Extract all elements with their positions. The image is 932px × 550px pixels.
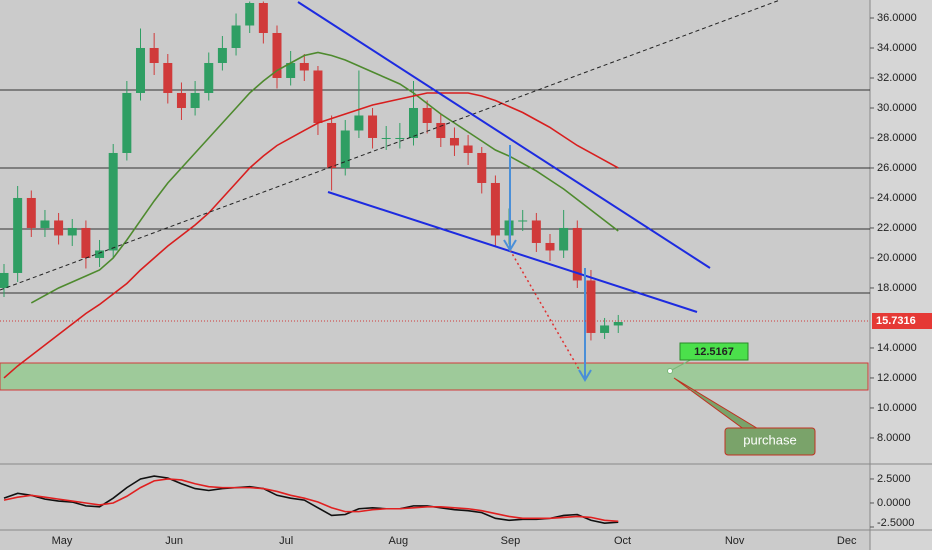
candle-body [586, 280, 596, 333]
note-box [724, 427, 816, 456]
candle-body [490, 182, 500, 236]
axis-background [870, 0, 932, 550]
candle-body [531, 220, 541, 243]
candle-body [190, 92, 200, 108]
candle-body [313, 70, 323, 123]
candle-body [95, 250, 105, 258]
candle-body [477, 152, 487, 183]
candle-body [327, 122, 337, 168]
candle-body [258, 2, 268, 33]
x-tick-label: Jun [165, 535, 183, 547]
note: purchase [743, 432, 796, 447]
candle-body [176, 92, 186, 108]
last-price-box [872, 313, 932, 329]
y-tick-label: 18.0000 [877, 282, 917, 294]
arrow-head [503, 239, 517, 252]
arrow-head [578, 369, 592, 382]
y-tick-label: 0.0000 [877, 497, 911, 509]
candle-body [163, 62, 173, 93]
candle-body [572, 227, 582, 281]
x-tick-label: Aug [389, 535, 409, 547]
y-tick-label: 32.0000 [877, 72, 917, 84]
y-tick-label: 2.5000 [877, 473, 911, 485]
candle-body [272, 32, 282, 78]
y-tick-label: 14.0000 [877, 342, 917, 354]
candle-body [409, 107, 418, 138]
candle-body [368, 115, 378, 138]
candle-body [54, 220, 64, 236]
candle-body [559, 227, 569, 251]
candle-body [149, 47, 159, 63]
candle-body [613, 322, 623, 326]
y-tick-label: 24.0000 [877, 192, 917, 204]
plot-background [0, 0, 870, 550]
candle-body [13, 197, 23, 273]
y-tick-label: 10.0000 [877, 402, 917, 414]
candle-body [81, 227, 91, 258]
candle-body [245, 2, 255, 26]
target-label-box [679, 342, 749, 361]
macd-line [3, 478, 619, 523]
y-tick-label: 26.0000 [877, 162, 917, 174]
y-tick-label: 8.0000 [877, 432, 911, 444]
x-tick-label: Nov [725, 535, 745, 547]
trend-lower [327, 191, 698, 313]
candle-body [122, 92, 132, 153]
target-label: 12.5167 [694, 346, 734, 358]
candle-body [600, 325, 610, 333]
candle-body [136, 47, 145, 93]
target-point [667, 368, 673, 374]
moving-average [3, 92, 619, 379]
candle-body [381, 137, 391, 139]
candle-body [204, 62, 214, 93]
y-tick-label: 34.0000 [877, 42, 917, 54]
candle-body [518, 220, 528, 222]
x-tick-label: Sep [501, 535, 521, 547]
candle-body [422, 107, 432, 123]
candle-body [67, 227, 77, 236]
candle-body [449, 137, 459, 146]
support-zone [0, 362, 869, 391]
candle-body [436, 122, 446, 138]
x-tick-label: Oct [614, 535, 631, 547]
candle-body [354, 115, 364, 131]
y-tick-label: 36.0000 [877, 12, 917, 24]
y-tick-label: -2.5000 [877, 517, 914, 529]
y-tick-label: 30.0000 [877, 102, 917, 114]
candle-body [231, 25, 241, 48]
drawings: 12.5167 purchase 15.7316 [0, 0, 932, 456]
trend-dashed [0, 0, 781, 291]
candle-body [395, 137, 405, 139]
x-tick-label: Dec [837, 535, 857, 547]
trend-upper [297, 1, 711, 269]
y-tick-label: 12.0000 [877, 372, 917, 384]
macd-line [3, 475, 619, 524]
x-tick-label: May [52, 535, 73, 547]
candle-body [299, 62, 309, 71]
y-tick-label: 28.0000 [877, 132, 917, 144]
candle-body [108, 152, 118, 251]
y-tick-label: 22.0000 [877, 222, 917, 234]
candle-body [545, 242, 555, 251]
candle-body [40, 220, 50, 228]
candle-body [0, 272, 9, 288]
last-price-label: 15.7316 [876, 315, 916, 327]
candle-body [463, 145, 473, 153]
candle-body [286, 62, 296, 78]
x-tick-label: Jul [279, 535, 293, 547]
moving-average [30, 51, 619, 304]
candle-body [217, 47, 227, 63]
candle-body [340, 130, 350, 168]
candle-body [26, 197, 36, 228]
y-tick-label: 20.0000 [877, 252, 917, 264]
